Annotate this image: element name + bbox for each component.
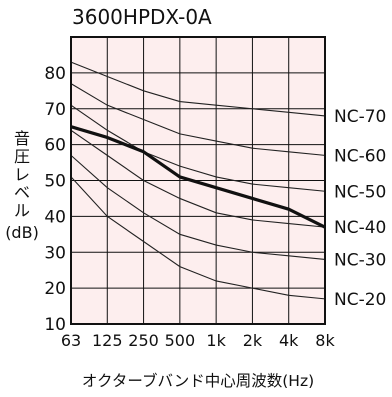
y-tick-label: 20 xyxy=(44,279,66,299)
x-tick-label: 2k xyxy=(243,331,263,350)
nc-curve-nc-50 xyxy=(70,104,326,192)
y-tick-label: 80 xyxy=(44,64,66,84)
chart-title: 3600HPDX-0A xyxy=(72,5,212,29)
y-tick-label: 40 xyxy=(44,207,66,227)
nc-curve-nc-20 xyxy=(70,176,326,300)
nc-curve-label: NC-60 xyxy=(334,146,386,166)
y-tick-label: 70 xyxy=(44,100,66,120)
nc-curve-label: NC-20 xyxy=(334,290,386,310)
y-tick-label: 60 xyxy=(44,136,66,156)
x-tick-labels: 63 125 250 500 1k 2k 4k 8k xyxy=(61,331,336,350)
nc-curve-nc-70 xyxy=(70,61,326,117)
x-tick-label: 8k xyxy=(315,331,335,350)
y-tick-labels: 10 20 30 40 50 60 70 80 xyxy=(44,64,66,335)
nc-curve-nc-30 xyxy=(70,154,326,260)
y-tick-label: 30 xyxy=(44,243,66,263)
x-tick-label: 250 xyxy=(128,331,159,350)
y-axis-label-char: ル xyxy=(14,201,30,220)
product-curves xyxy=(70,125,326,229)
nc-curve-label: NC-50 xyxy=(334,182,386,202)
y-tick-label: 10 xyxy=(44,315,66,335)
x-tick-label: 500 xyxy=(165,331,196,350)
x-axis-label: オクターブバンド中心周波数(Hz) xyxy=(82,371,314,390)
nc-curves xyxy=(70,61,326,300)
y-axis-label-char: 圧 xyxy=(14,147,30,166)
x-tick-label: 125 xyxy=(92,331,123,350)
x-tick-label: 4k xyxy=(279,331,299,350)
nc-curve-labels: NC-70 NC-60 NC-50 NC-40 NC-30 NC-20 xyxy=(334,107,386,310)
y-axis-label-char: 音 xyxy=(14,129,30,148)
y-axis-unit: (dB) xyxy=(5,223,39,242)
plot-border xyxy=(70,36,326,325)
nc-curve-nc-60 xyxy=(70,83,326,156)
y-tick-label: 50 xyxy=(44,172,66,192)
nc-curve-label: NC-40 xyxy=(334,218,386,238)
x-tick-label: 1k xyxy=(206,331,226,350)
nc-curve-nc-40 xyxy=(70,129,326,228)
y-axis-label-char: レ xyxy=(14,165,30,184)
nc-curve-label: NC-70 xyxy=(334,107,386,127)
nc-curve-label: NC-30 xyxy=(334,250,386,270)
x-tick-label: 63 xyxy=(61,331,81,350)
y-axis-label-char: ベ xyxy=(14,183,30,202)
product-curve xyxy=(70,125,326,229)
